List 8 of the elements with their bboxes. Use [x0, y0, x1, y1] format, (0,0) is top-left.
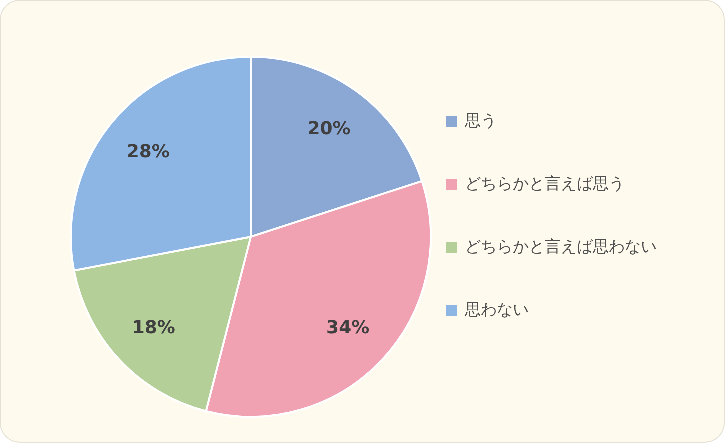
- data-label: 28%: [126, 142, 170, 163]
- data-label: 34%: [326, 318, 370, 339]
- legend-label: 思う: [465, 111, 497, 132]
- data-label: 18%: [132, 318, 176, 339]
- data-label: 20%: [308, 118, 351, 140]
- legend-label: どちらかと言えば思わない: [465, 237, 657, 258]
- legend-label: どちらかと言えば思う: [465, 174, 625, 195]
- legend-label: 思わない: [465, 300, 529, 321]
